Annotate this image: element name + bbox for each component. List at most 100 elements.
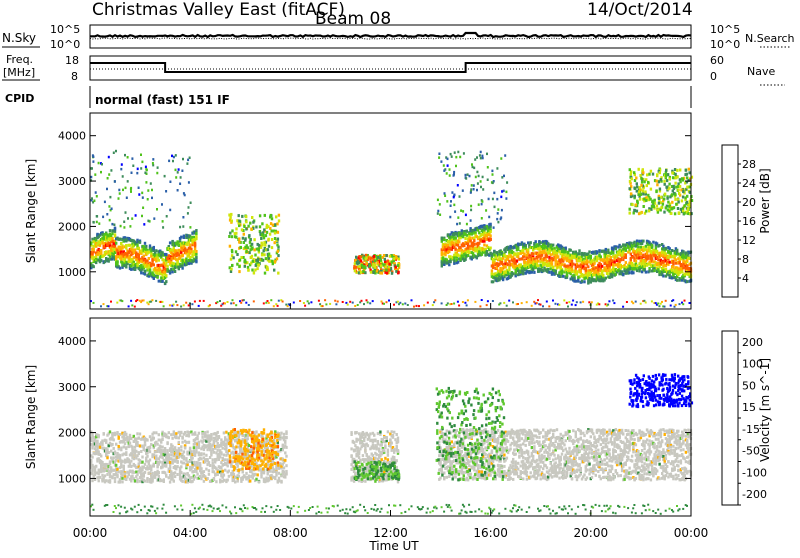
power-pixel-934	[303, 302, 305, 304]
power-pixel-3962	[465, 214, 467, 217]
velocity-pixel-250	[119, 512, 121, 514]
power-pixel-4011	[161, 203, 163, 206]
power-pixel-1419	[492, 280, 494, 283]
colorbar-frame-power-colorbar	[722, 145, 738, 297]
power-pixel-3983	[497, 221, 499, 224]
power-pixel-2919	[671, 276, 673, 279]
power-pixel-3906	[481, 155, 483, 158]
power-pixel-4092	[113, 224, 115, 227]
power-pixel-1770	[535, 266, 537, 269]
power-pixel-3456	[373, 255, 375, 258]
velocity-pixel-636	[165, 464, 167, 467]
power-pixel-3922	[106, 213, 108, 216]
power-pixel-3802	[671, 193, 673, 196]
power-pixel-3285	[247, 269, 249, 272]
power-pixel-3973	[182, 216, 184, 219]
nsky-left-tick-bottom: 10^0	[50, 38, 80, 51]
power-pixel-1833	[542, 269, 544, 272]
power-pixel-257	[120, 255, 122, 258]
power-pixel-3970	[481, 200, 483, 203]
power-pixel-3817	[638, 212, 640, 215]
power-pixel-3283	[267, 248, 269, 251]
power-pixel-4007	[162, 220, 164, 223]
power-pixel-3511	[355, 266, 357, 269]
power-pixel-3282	[277, 250, 279, 253]
power-pixel-3912	[447, 164, 449, 167]
power-pixel-3113	[253, 272, 255, 275]
power-pixel-1009	[443, 238, 445, 241]
power-pixel-793	[184, 248, 186, 251]
power-pixel-3964	[106, 188, 108, 191]
power-pixel-4021	[115, 150, 117, 153]
power-pixel-3313	[252, 260, 254, 263]
power-pixel-3869	[456, 223, 458, 226]
power-pixel-2401	[610, 256, 612, 259]
power-pixel-974	[404, 303, 406, 305]
velocity-pixel-204	[114, 432, 116, 435]
nsky-right-tick-bottom: 10^0	[710, 38, 740, 51]
freq-label-line1: Freq.	[6, 53, 33, 66]
power-pixel-3437	[384, 258, 386, 261]
velocity-pixel-646	[166, 442, 168, 445]
power-pixel-940	[319, 303, 321, 305]
velocity-pixel-242	[119, 433, 121, 436]
power-pixel-2078	[571, 268, 573, 271]
power-pixel-1205	[466, 304, 468, 306]
power-pixel-3521	[360, 271, 362, 274]
power-pixel-3864	[482, 157, 484, 160]
power-pixel-3972	[446, 172, 448, 175]
power-pixel-4004	[132, 165, 134, 168]
power-pixel-352	[131, 249, 133, 252]
power-pixel-895	[203, 300, 205, 302]
velocity-pixel-408	[138, 452, 140, 455]
velocity-pixel-478	[146, 455, 148, 458]
velocity-pixel-326	[129, 442, 131, 445]
power-pixel-3811	[653, 205, 655, 208]
velocity-pixel-788	[184, 431, 186, 434]
power-pixel-3793	[686, 201, 688, 204]
power-pixel-1629	[517, 248, 519, 251]
power-pixel-3312	[242, 237, 244, 240]
power-pixel-3794	[669, 178, 671, 181]
velocity-pixel-288	[124, 472, 126, 475]
power-pixel-4052	[443, 164, 445, 167]
power-pixel-4081	[504, 154, 506, 157]
power-pixel-2616	[636, 264, 638, 267]
velocity-pixel-190	[113, 438, 115, 441]
power-pixel-3239	[276, 257, 278, 260]
power-pixel-373	[134, 268, 136, 271]
power-pixel-1840	[542, 305, 544, 307]
power-pixel-353	[131, 304, 133, 306]
power-pixel-1194	[464, 302, 466, 304]
power-pixel-1061	[449, 260, 451, 263]
power-pixel-1964	[557, 248, 559, 251]
power-pixel-458	[144, 270, 146, 273]
power-pixel-3827	[675, 203, 677, 206]
power-pixel-724	[175, 301, 177, 303]
cpid-label: CPID	[5, 92, 34, 105]
power-pixel-3750	[629, 180, 631, 183]
power-pixel-3838	[96, 195, 98, 198]
power-pixel-3980	[104, 201, 106, 204]
velocity-pixel-252	[120, 448, 122, 451]
power-pixel-4058	[470, 205, 472, 208]
power-pixel-3646	[686, 173, 688, 176]
power-pixel-954	[354, 305, 356, 307]
power-pixel-4014	[96, 215, 98, 218]
power-pixel-3607	[634, 195, 636, 198]
power-pixel-3885	[169, 181, 171, 184]
power-pixel-565	[156, 256, 158, 259]
power-pixel-4027	[473, 167, 475, 170]
power-pixel-113	[103, 303, 105, 305]
power-pixel-1536	[506, 305, 508, 307]
velocity-pixel-79	[99, 476, 101, 479]
velocity-pixel-89	[100, 455, 102, 458]
power-pixel-3552	[636, 186, 638, 189]
power-pixel-3826	[686, 195, 688, 198]
power-pixel-3932	[147, 198, 149, 201]
power-pixel-3957	[492, 182, 494, 185]
power-pixel-3644	[643, 180, 645, 183]
power-pixel-960	[367, 301, 369, 303]
power-pixel-3510	[379, 272, 381, 275]
velocity-pixel-127	[105, 479, 107, 482]
